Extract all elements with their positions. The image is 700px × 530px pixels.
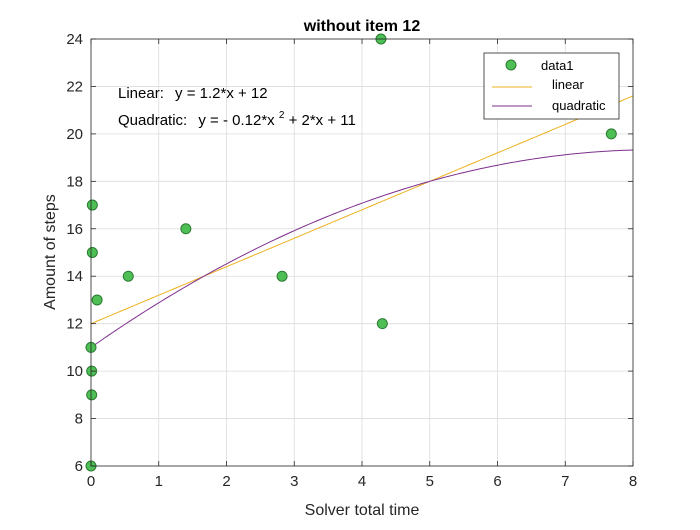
y-tick-label: 12 xyxy=(66,316,83,333)
x-tick-label: 8 xyxy=(629,473,637,490)
data-point xyxy=(276,270,288,282)
legend-label-data1: data1 xyxy=(541,58,574,73)
legend-label-linear: linear xyxy=(552,77,584,92)
y-tick-label: 6 xyxy=(75,458,83,475)
y-tick-label: 18 xyxy=(66,173,83,190)
x-tick-label: 7 xyxy=(561,473,569,490)
quadratic-annotation-equation-b: + 2*x + 11 xyxy=(289,112,356,129)
x-tick-label: 1 xyxy=(155,473,163,490)
quadratic-equation-annotation: Quadratic: y = - 0.12*x 2 + 2*x + 11 xyxy=(118,105,356,129)
legend-label-quadratic: quadratic xyxy=(552,98,606,113)
x-axis-label: Solver total time xyxy=(305,502,420,519)
x-tick-label: 4 xyxy=(358,473,366,490)
fit-lines xyxy=(90,95,634,348)
quadratic-annotation-exponent: 2 xyxy=(279,110,285,121)
y-tick-label: 16 xyxy=(66,221,83,238)
x-tick-label: 0 xyxy=(87,473,95,490)
data-point xyxy=(86,247,98,258)
quadratic-annotation-prefix: Quadratic: xyxy=(118,112,187,129)
y-tick-label: 8 xyxy=(75,411,83,428)
y-tick-label: 10 xyxy=(66,363,83,380)
linear-annotation-prefix: Linear: xyxy=(118,85,164,102)
data-point xyxy=(91,294,103,306)
y-tick-label: 24 xyxy=(66,31,83,48)
data-point xyxy=(376,318,388,330)
legend-marker-data1 xyxy=(505,59,517,71)
x-tick-label: 3 xyxy=(290,473,298,490)
y-tick-label: 20 xyxy=(66,126,83,143)
x-tick-label: 6 xyxy=(493,473,501,490)
chart-title: without item 12 xyxy=(303,18,421,35)
linear-equation-annotation: Linear: y = 1.2*x + 12 xyxy=(118,85,268,102)
data-point xyxy=(180,223,192,235)
data-point xyxy=(86,199,98,211)
y-tick-label: 22 xyxy=(66,78,83,95)
data-point xyxy=(605,128,617,140)
x-tick-label: 5 xyxy=(426,473,434,490)
data-point xyxy=(86,389,98,401)
legend: data1 linear quadratic xyxy=(483,52,620,120)
linear-annotation-equation: y = 1.2*x + 12 xyxy=(175,85,268,102)
y-axis-label: Amount of steps xyxy=(42,194,59,310)
quadratic-annotation-equation-a: y = - 0.12*x xyxy=(198,112,275,129)
fit-line-quadratic xyxy=(90,149,634,348)
y-tick-label: 14 xyxy=(66,268,83,285)
data-point xyxy=(122,270,134,282)
fit-line-linear xyxy=(90,95,634,325)
x-tick-label: 2 xyxy=(222,473,230,490)
